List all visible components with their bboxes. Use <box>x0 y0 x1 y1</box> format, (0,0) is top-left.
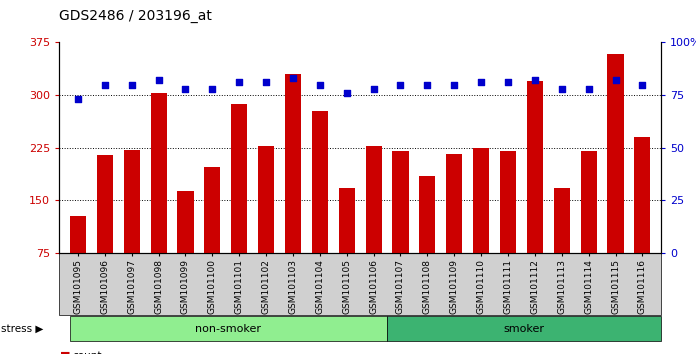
Point <box>395 82 406 87</box>
Point <box>503 80 514 85</box>
Bar <box>124 150 140 253</box>
Bar <box>608 55 624 253</box>
Point <box>449 82 460 87</box>
Point <box>583 86 594 92</box>
Point <box>368 86 379 92</box>
Bar <box>554 188 570 253</box>
Text: GDS2486 / 203196_at: GDS2486 / 203196_at <box>59 9 212 23</box>
Point <box>422 82 433 87</box>
Text: non-smoker: non-smoker <box>196 324 262 333</box>
Bar <box>473 148 489 253</box>
Bar <box>205 167 221 253</box>
Bar <box>339 188 355 253</box>
Point <box>126 82 137 87</box>
Bar <box>231 104 247 253</box>
Point <box>637 82 648 87</box>
Bar <box>285 74 301 253</box>
Bar <box>150 93 166 253</box>
Point <box>260 80 271 85</box>
Bar <box>393 151 409 253</box>
Point <box>207 86 218 92</box>
Text: stress ▶: stress ▶ <box>1 324 44 333</box>
Point <box>180 86 191 92</box>
Bar <box>527 81 543 253</box>
Bar <box>177 191 193 253</box>
Point <box>530 78 541 83</box>
Point <box>315 82 326 87</box>
Text: count: count <box>72 351 102 354</box>
Point <box>341 90 352 96</box>
Bar <box>258 146 274 253</box>
Point <box>610 78 621 83</box>
Bar <box>446 154 462 253</box>
Point <box>475 80 487 85</box>
Bar <box>70 216 86 253</box>
Bar <box>634 137 651 253</box>
Point <box>153 78 164 83</box>
Point <box>234 80 245 85</box>
Bar <box>365 147 381 253</box>
Bar <box>500 150 516 253</box>
Point <box>287 75 299 81</box>
Bar <box>97 155 113 253</box>
Bar <box>419 176 436 253</box>
Text: smoker: smoker <box>504 324 545 333</box>
Point <box>100 82 111 87</box>
Point <box>72 97 84 102</box>
Bar <box>580 151 596 253</box>
Bar <box>312 110 328 253</box>
Text: ■: ■ <box>60 351 70 354</box>
Point <box>556 86 567 92</box>
